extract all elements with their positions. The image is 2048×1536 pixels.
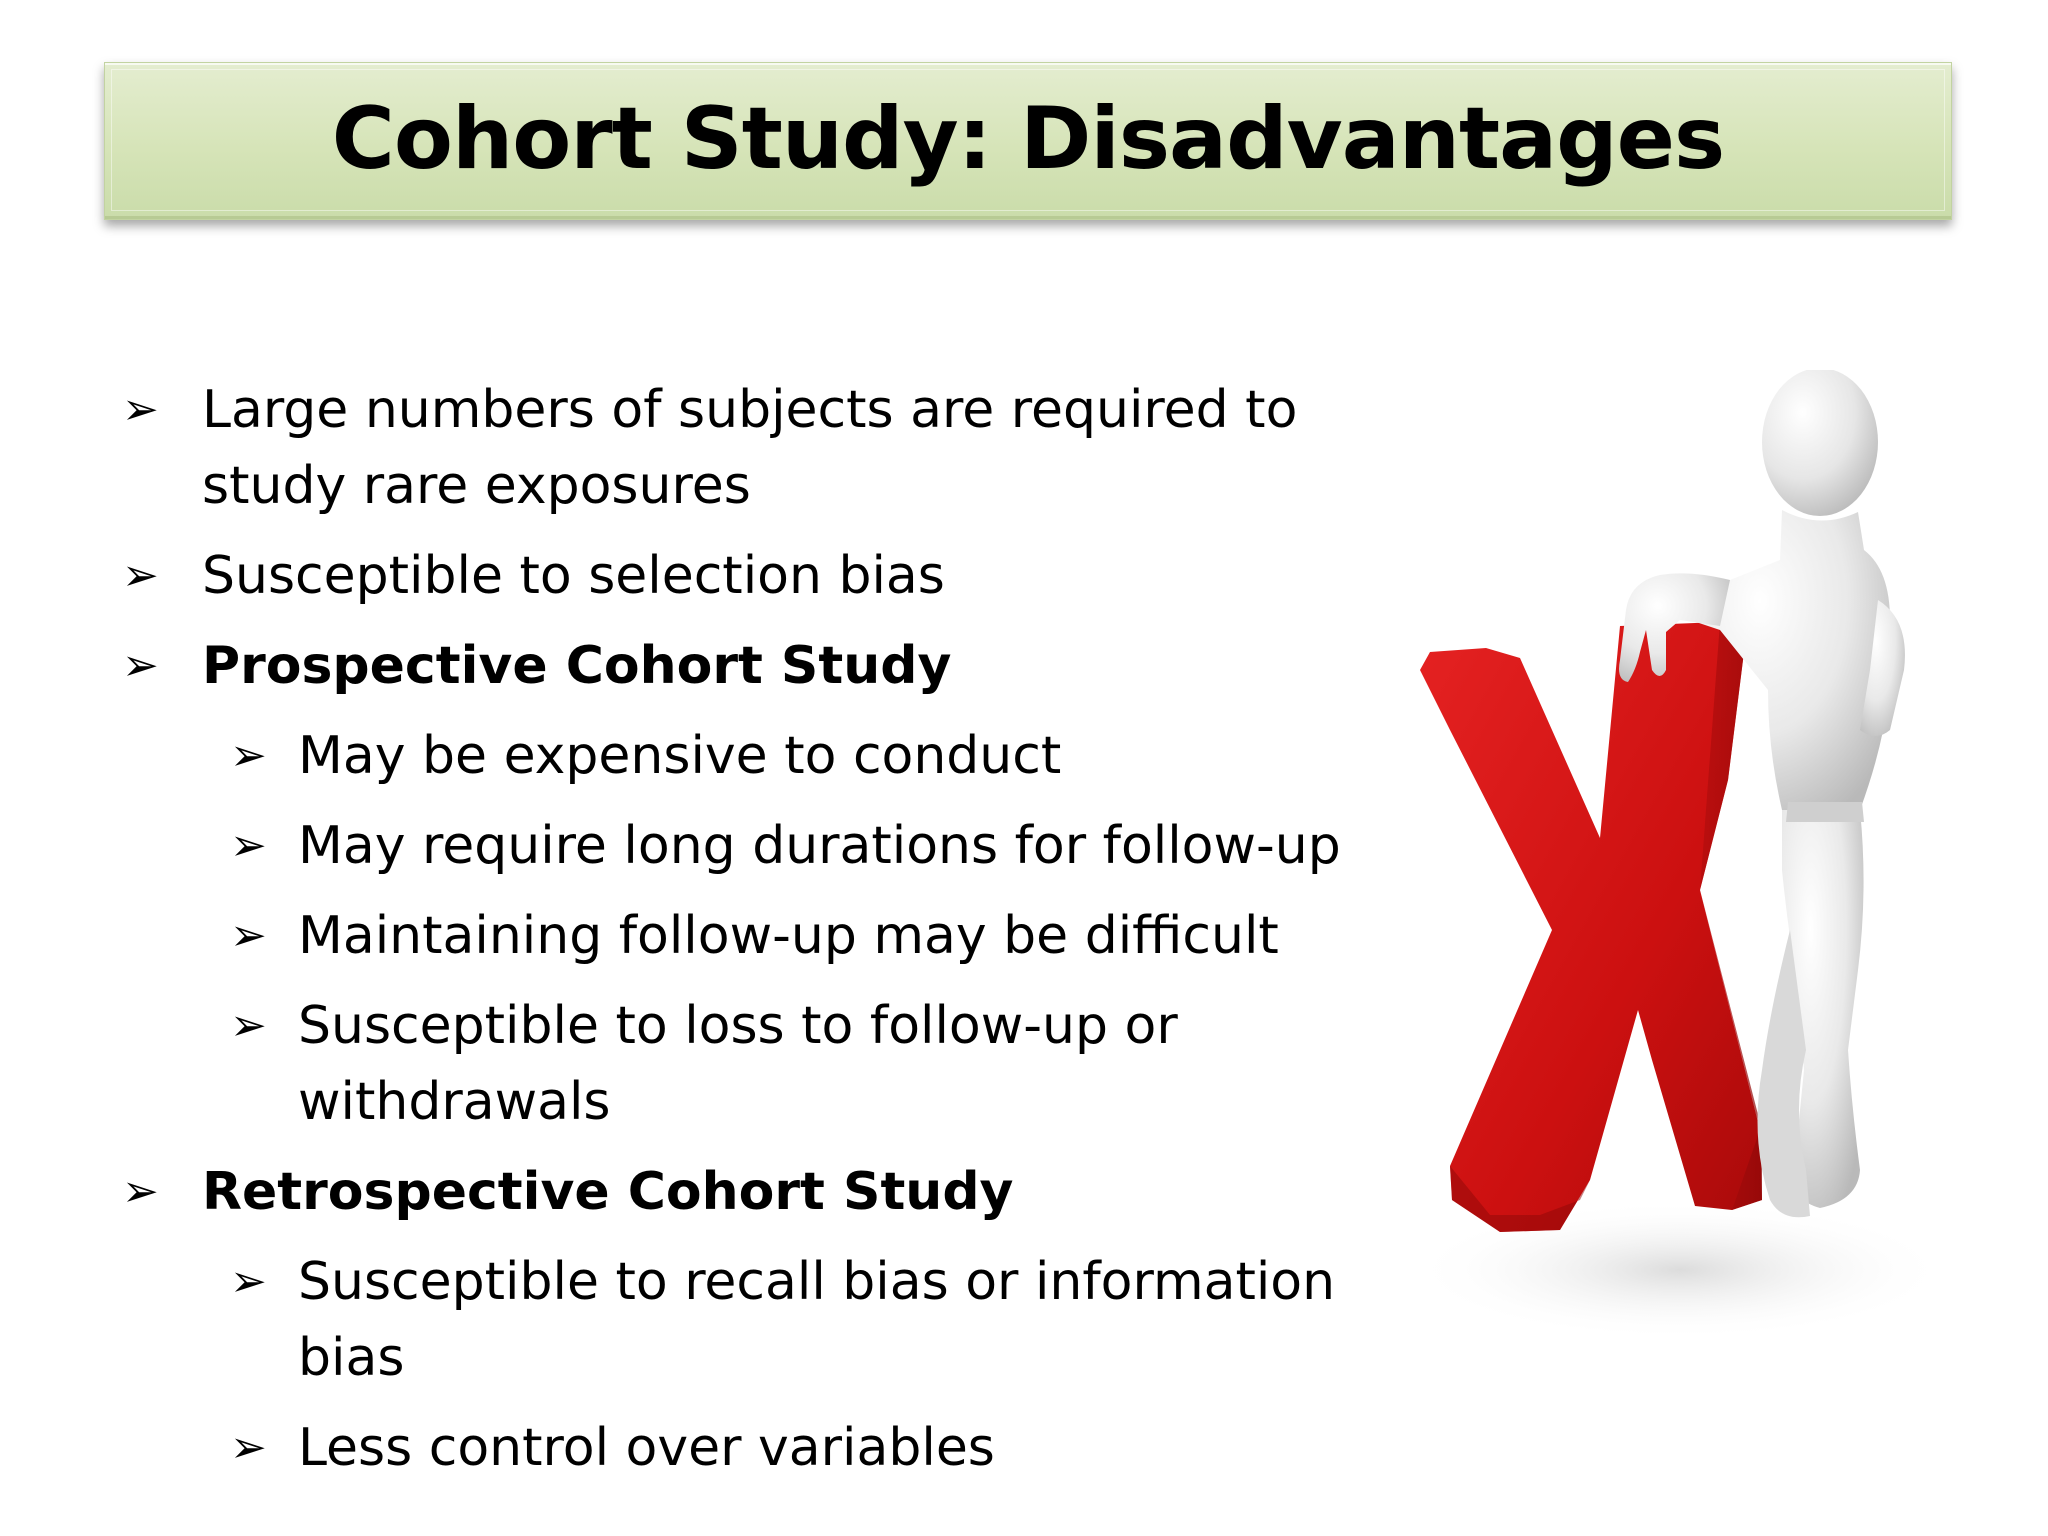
bullet-text: May be expensive to conduct bbox=[298, 726, 1062, 786]
title-bar: Cohort Study: Disadvantages bbox=[104, 62, 1952, 220]
arrow-bullet-icon: ➢ bbox=[122, 640, 159, 691]
bullet-text: Maintaining follow-up may be difficult bbox=[298, 906, 1279, 966]
bullet-item: ➢ Large numbers of subjects are required… bbox=[122, 372, 1362, 524]
arrow-bullet-icon: ➢ bbox=[230, 910, 267, 961]
bullet-item: ➢ Retrospective Cohort Study bbox=[122, 1154, 1362, 1230]
arrow-bullet-icon: ➢ bbox=[122, 1166, 159, 1217]
arrow-bullet-icon: ➢ bbox=[230, 1000, 267, 1051]
slide-title: Cohort Study: Disadvantages bbox=[331, 89, 1725, 189]
arrow-bullet-icon: ➢ bbox=[122, 550, 159, 601]
sub-bullet-item: ➢ Less control over variables bbox=[122, 1410, 1362, 1486]
red-x-mark bbox=[1420, 622, 1762, 1232]
bullet-text: Susceptible to recall bias or informatio… bbox=[298, 1252, 1336, 1388]
arrow-bullet-icon: ➢ bbox=[122, 384, 159, 435]
bullet-heading: Retrospective Cohort Study bbox=[202, 1162, 1014, 1222]
sub-bullet-item: ➢ Susceptible to recall bias or informat… bbox=[122, 1244, 1362, 1396]
sub-bullet-item: ➢ May be expensive to conduct bbox=[122, 718, 1362, 794]
bullet-text: May require long durations for follow-up bbox=[298, 816, 1341, 876]
sub-bullet-item: ➢ Maintaining follow-up may be difficult bbox=[122, 898, 1362, 974]
arrow-bullet-icon: ➢ bbox=[230, 730, 267, 781]
white-person-figure bbox=[1619, 368, 1905, 1218]
arrow-bullet-icon: ➢ bbox=[230, 820, 267, 871]
bullet-item: ➢ Prospective Cohort Study bbox=[122, 628, 1362, 704]
arrow-bullet-icon: ➢ bbox=[230, 1256, 267, 1307]
sub-bullet-item: ➢ Susceptible to loss to follow-up or wi… bbox=[122, 988, 1362, 1140]
floor-shadow bbox=[1410, 1200, 1950, 1340]
bullet-text: Susceptible to loss to follow-up or with… bbox=[298, 996, 1178, 1132]
bullet-heading: Prospective Cohort Study bbox=[202, 636, 952, 696]
person-with-red-x-illustration bbox=[1390, 368, 1960, 1410]
bullet-item: ➢ Susceptible to selection bias bbox=[122, 538, 1362, 614]
bullet-list: ➢ Large numbers of subjects are required… bbox=[122, 372, 1362, 1500]
sub-bullet-item: ➢ May require long durations for follow-… bbox=[122, 808, 1362, 884]
bullet-text: Less control over variables bbox=[298, 1418, 995, 1478]
arrow-bullet-icon: ➢ bbox=[230, 1422, 267, 1473]
bullet-text: Large numbers of subjects are required t… bbox=[202, 380, 1298, 516]
bullet-text: Susceptible to selection bias bbox=[202, 546, 945, 606]
